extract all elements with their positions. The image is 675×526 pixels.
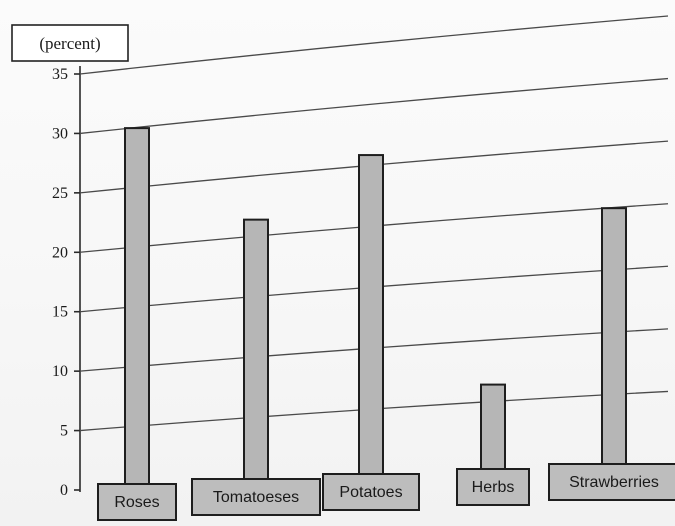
category-label: Roses — [114, 494, 159, 511]
unit-label-box — [11, 24, 129, 62]
category-label-box — [456, 468, 530, 506]
category-label: Herbs — [472, 479, 515, 496]
unit-label: (percent) — [39, 34, 100, 53]
y-axis-ticks: 0 5 10 15 20 25 30 35 — [52, 66, 80, 499]
bar — [601, 207, 627, 465]
y-tick-label: 25 — [52, 185, 68, 202]
bar — [358, 154, 384, 476]
y-tick-label: 0 — [60, 482, 68, 499]
unit-label-group: (percent) — [11, 24, 129, 62]
gridline — [79, 15, 669, 75]
category-label-box — [97, 483, 177, 521]
category-label-box — [191, 478, 321, 516]
y-tick-label: 15 — [52, 304, 68, 321]
bar — [480, 383, 506, 470]
category-label-box — [548, 463, 675, 501]
category-label-box — [322, 473, 420, 511]
category-label: Potatoes — [339, 484, 402, 501]
y-tick-label: 35 — [52, 66, 68, 83]
y-tick-label: 10 — [52, 363, 68, 380]
bar — [124, 127, 150, 486]
category-labels: Roses Tomatoeses Potatoes Herbs Strawberries — [97, 463, 675, 521]
y-tick-label: 20 — [52, 244, 68, 261]
gridline — [79, 77, 669, 135]
y-tick-label: 5 — [60, 423, 68, 440]
category-label: Strawberries — [569, 474, 659, 491]
bar — [243, 218, 269, 480]
y-tick-label: 30 — [52, 125, 68, 142]
category-label: Tomatoeses — [213, 489, 299, 506]
